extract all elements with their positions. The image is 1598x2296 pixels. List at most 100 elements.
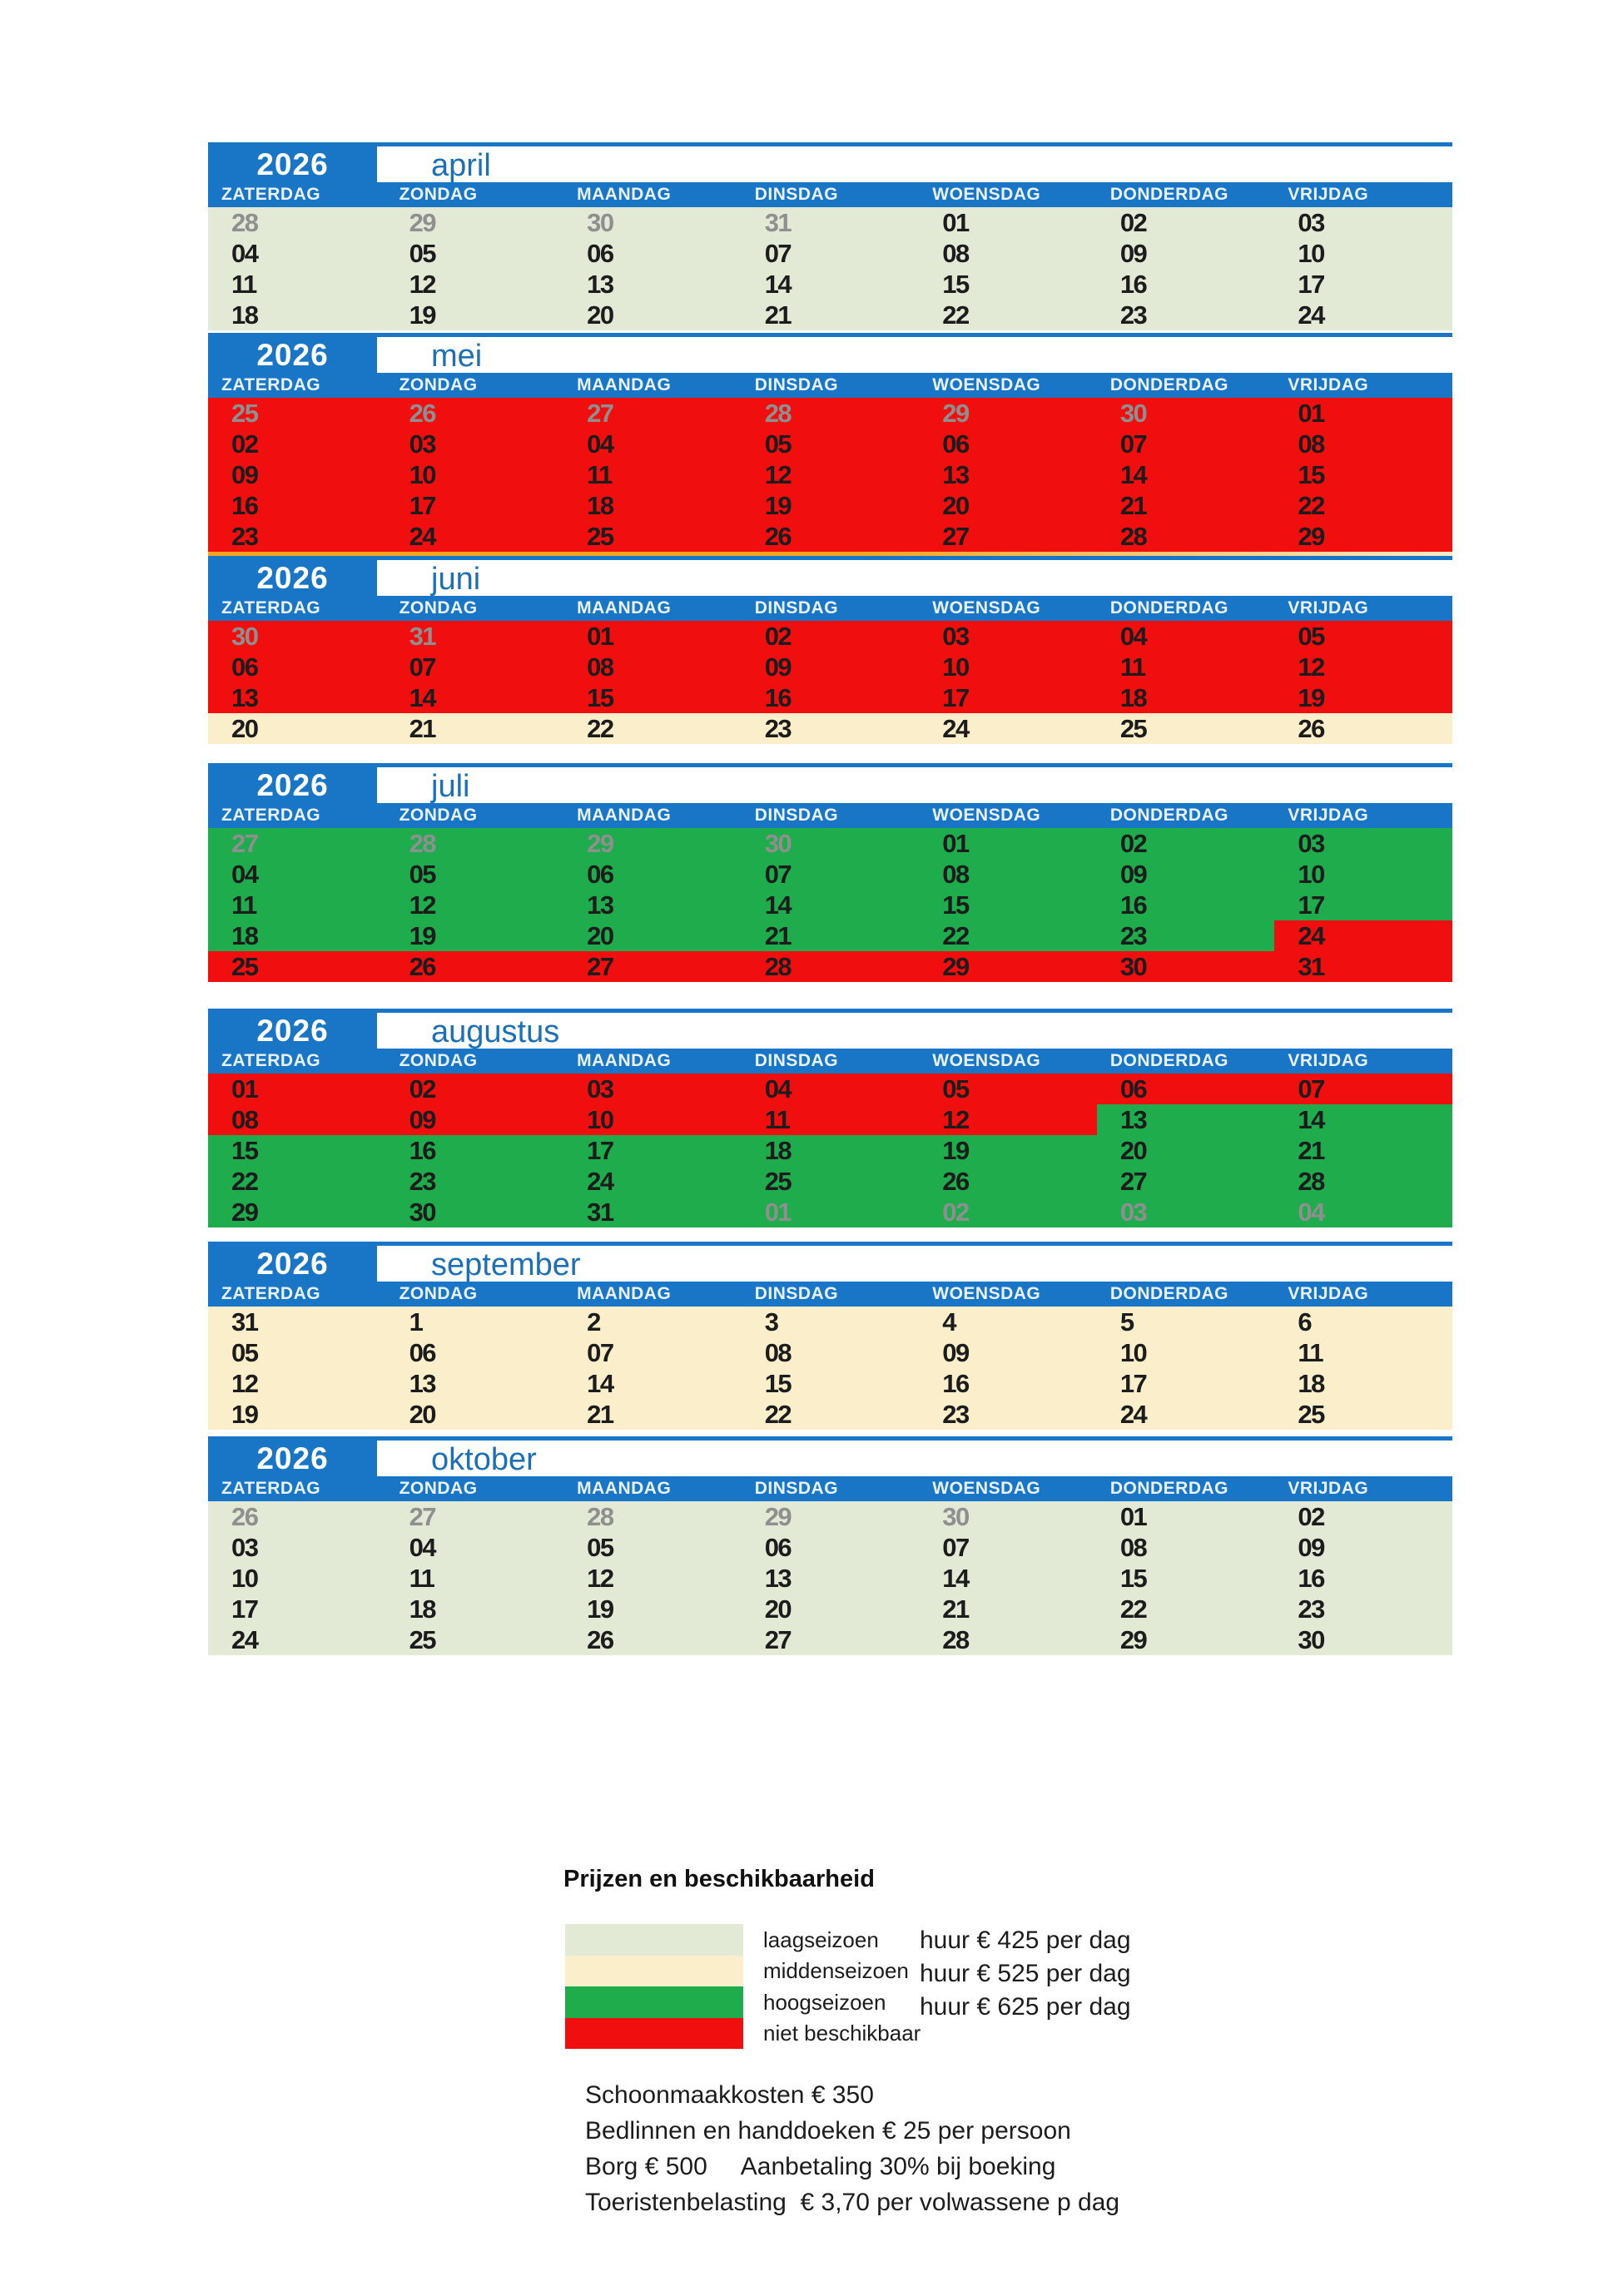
day-number: 07 bbox=[1119, 429, 1148, 459]
day-number: 1 bbox=[409, 1307, 424, 1336]
day-cell: 10 bbox=[919, 652, 1097, 682]
day-number: 22 bbox=[942, 921, 970, 950]
day-number: 4 bbox=[942, 1307, 956, 1336]
week-row: 01 02 03 04 05 06 07 bbox=[208, 1074, 1452, 1104]
day-number: 09 bbox=[942, 1338, 970, 1367]
weekday-header: MAANDAG bbox=[577, 1479, 672, 1498]
day-number: 07 bbox=[1298, 1074, 1325, 1103]
day-cell: 08 bbox=[1274, 429, 1452, 459]
legend-swatch bbox=[565, 1924, 743, 2049]
week-row: 05 06 07 08 09 10 11 bbox=[208, 1337, 1452, 1368]
day-cell: 22 bbox=[1274, 490, 1452, 521]
day-cell: 6 bbox=[1274, 1307, 1452, 1337]
day-number: 03 bbox=[1119, 1198, 1148, 1227]
day-cell: 24 bbox=[563, 1166, 742, 1197]
day-number: 16 bbox=[409, 1136, 437, 1165]
year-badge: 2026 bbox=[208, 763, 377, 807]
day-number: 15 bbox=[942, 890, 970, 920]
day-number: 04 bbox=[764, 1074, 792, 1103]
weekday-header: DONDERDAG bbox=[1109, 185, 1228, 204]
day-cell: 22 bbox=[741, 1399, 920, 1430]
day-cell: 2 bbox=[563, 1307, 742, 1337]
day-number: 02 bbox=[1119, 829, 1148, 858]
day-cell: 17 bbox=[919, 682, 1097, 713]
day-number: 24 bbox=[1298, 300, 1325, 330]
day-number: 11 bbox=[231, 890, 257, 920]
day-cell: 25 bbox=[1274, 1399, 1452, 1430]
weekday-header: DINSDAG bbox=[754, 375, 839, 394]
month-title-row: 2026 juli bbox=[208, 763, 1452, 807]
day-cell: 27 bbox=[563, 398, 742, 429]
day-cell: 02 bbox=[1274, 1501, 1452, 1532]
weekday-header: ZATERDAG bbox=[221, 185, 321, 204]
day-number: 09 bbox=[764, 652, 792, 682]
day-number: 11 bbox=[764, 1105, 791, 1134]
day-number: 10 bbox=[409, 460, 437, 489]
day-cell: 02 bbox=[919, 1197, 1097, 1227]
day-cell: 14 bbox=[741, 890, 920, 920]
day-cell: 10 bbox=[385, 459, 564, 490]
weekday-header: ZONDAG bbox=[399, 598, 478, 617]
day-number: 28 bbox=[409, 829, 437, 858]
weekday-header-row: ZATERDAG ZONDAG MAANDAG DINSDAG WOENSDAG DOND… bbox=[208, 1049, 1452, 1074]
day-number: 06 bbox=[587, 239, 614, 268]
day-cell: 29 bbox=[1274, 521, 1452, 552]
day-number: 10 bbox=[587, 1105, 614, 1134]
day-cell: 06 bbox=[741, 1532, 920, 1563]
day-number: 17 bbox=[587, 1136, 614, 1165]
day-number: 21 bbox=[764, 921, 792, 950]
day-cell: 30 bbox=[563, 207, 742, 238]
day-number: 3 bbox=[764, 1307, 779, 1336]
day-number: 11 bbox=[409, 1564, 435, 1593]
day-number: 19 bbox=[942, 1136, 970, 1165]
day-number: 21 bbox=[942, 1594, 970, 1624]
weekday-header: DINSDAG bbox=[754, 1284, 839, 1303]
day-cell: 14 bbox=[1096, 459, 1275, 490]
day-cell: 16 bbox=[1096, 269, 1275, 300]
day-cell: 13 bbox=[563, 269, 742, 300]
day-number: 06 bbox=[1119, 1074, 1148, 1103]
day-cell: 25 bbox=[563, 521, 742, 552]
weekday-header: VRIJDAG bbox=[1288, 375, 1369, 394]
day-number: 26 bbox=[1298, 714, 1325, 743]
day-number: 15 bbox=[942, 270, 970, 299]
day-number: 28 bbox=[231, 208, 259, 237]
day-cell: 05 bbox=[1274, 621, 1452, 652]
day-cell: 01 bbox=[741, 1197, 920, 1227]
day-number: 29 bbox=[587, 829, 614, 858]
day-number: 11 bbox=[231, 270, 257, 299]
day-number: 20 bbox=[1119, 1136, 1148, 1165]
day-number: 18 bbox=[231, 300, 259, 330]
day-number: 26 bbox=[587, 1625, 614, 1654]
day-number: 15 bbox=[587, 683, 614, 712]
day-number: 25 bbox=[587, 522, 614, 551]
legend-swatch-unavailable bbox=[565, 2017, 743, 2049]
week-row: 13 14 15 16 17 18 19 bbox=[208, 682, 1452, 713]
day-cell: 25 bbox=[208, 398, 386, 429]
legend-title: Prijzen en beschikbaarheid bbox=[563, 1866, 875, 1892]
week-row: 12 13 14 15 16 17 18 bbox=[208, 1368, 1452, 1399]
day-number: 16 bbox=[1119, 270, 1148, 299]
day-number: 08 bbox=[231, 1105, 259, 1134]
day-cell: 17 bbox=[208, 1594, 386, 1624]
day-cell: 08 bbox=[563, 652, 742, 682]
day-cell: 03 bbox=[208, 1532, 386, 1563]
day-cell: 26 bbox=[385, 951, 564, 982]
day-cell: 12 bbox=[741, 459, 920, 490]
day-number: 22 bbox=[231, 1167, 259, 1196]
weekday-header: WOENSDAG bbox=[932, 598, 1041, 617]
day-cell: 15 bbox=[208, 1135, 386, 1166]
weekday-header: WOENSDAG bbox=[932, 1284, 1041, 1303]
day-cell: 05 bbox=[208, 1337, 386, 1368]
day-number: 25 bbox=[1119, 714, 1148, 743]
day-cell: 29 bbox=[919, 398, 1097, 429]
day-number: 18 bbox=[1119, 683, 1148, 712]
day-cell: 14 bbox=[385, 682, 564, 713]
day-number: 19 bbox=[409, 921, 437, 950]
day-cell: 25 bbox=[1096, 713, 1275, 744]
day-cell: 17 bbox=[385, 490, 564, 521]
day-number: 30 bbox=[587, 208, 614, 237]
month-grid: 25 26 27 28 29 30 01 02 03 04 05 06 07 08 09 10 11 12 13 14… bbox=[208, 398, 1452, 552]
day-number: 12 bbox=[1298, 652, 1325, 682]
